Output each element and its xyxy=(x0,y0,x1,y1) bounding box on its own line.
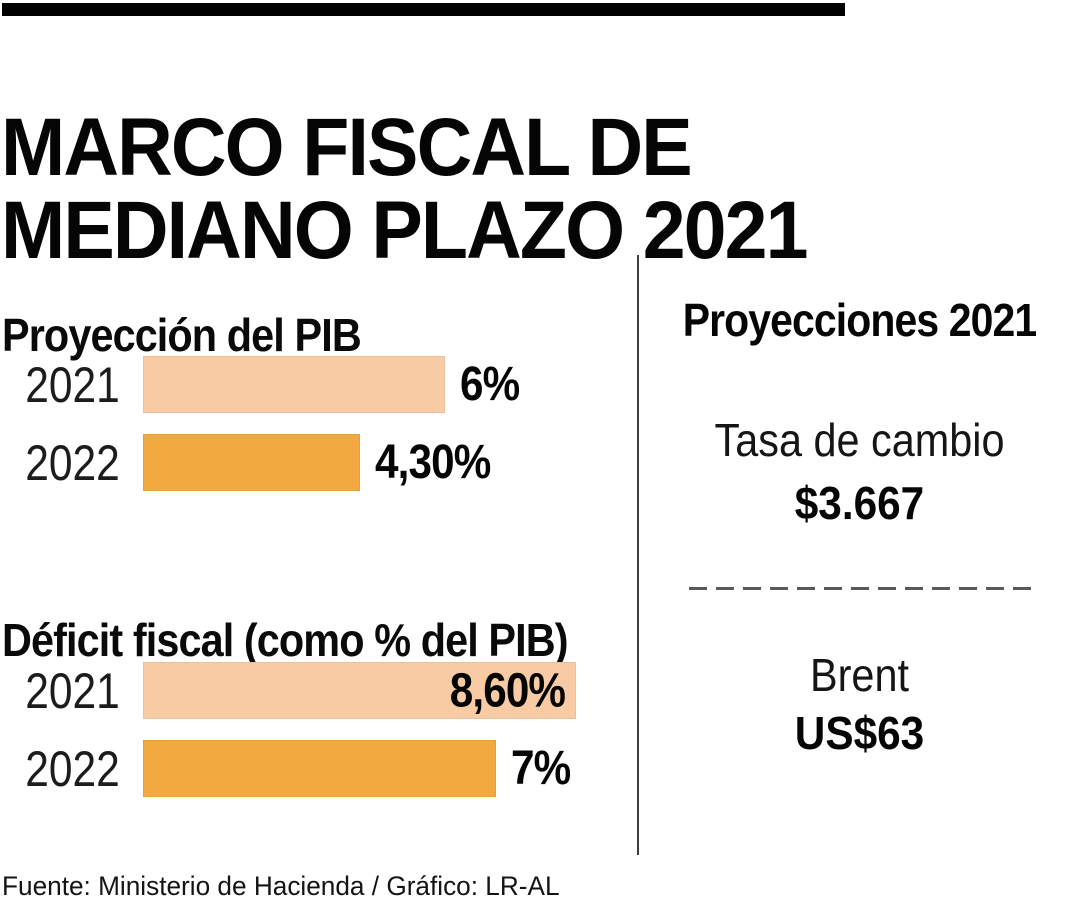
page-title-line1: MARCO FISCAL DE xyxy=(1,101,693,193)
side-item-brent-value: US$63 xyxy=(794,707,925,759)
chart1-bar-2021 xyxy=(143,356,445,413)
chart2-value-2021: 8,60% xyxy=(449,664,566,717)
chart2-bar-2021: 8,60% xyxy=(143,662,576,719)
side-item-tasa-label: Tasa de cambio xyxy=(714,414,1005,466)
dashed-divider xyxy=(689,587,1039,590)
top-rule xyxy=(2,3,845,16)
chart1-value-2021: 6% xyxy=(460,358,520,411)
page-title-line2: MEDIANO PLAZO 2021 xyxy=(1,184,809,276)
chart1-year-label-2022: 2022 xyxy=(25,434,120,491)
chart2-bar-2022 xyxy=(143,740,496,797)
side-panel: Proyecciones 2021 Tasa de cambio $3.667 … xyxy=(637,255,1080,855)
page-title: MARCO FISCAL DE MEDIANO PLAZO 2021 xyxy=(1,106,809,272)
chart2-row-2022: 2022 7% xyxy=(2,740,578,797)
side-item-tasa-value: $3.667 xyxy=(794,477,925,529)
chart2-row-2021: 2021 8,60% xyxy=(2,662,576,719)
chart2-title: Déficit fiscal (como % del PIB) xyxy=(2,614,569,667)
chart1-title: Proyección del PIB xyxy=(2,309,362,362)
side-panel-title: Proyecciones 2021 xyxy=(682,294,1037,346)
chart1-bar-2022 xyxy=(143,434,360,491)
chart1-year-label-2021: 2021 xyxy=(25,356,120,413)
chart1-value-2022: 4,30% xyxy=(375,436,491,489)
chart2-year-label-2021: 2021 xyxy=(25,662,120,719)
source-credit: Fuente: Ministerio de Hacienda / Gráfico… xyxy=(2,871,560,900)
chart1-row-2022: 2022 4,30% xyxy=(2,434,506,491)
chart2-year-label-2022: 2022 xyxy=(25,740,120,797)
chart2-value-2022: 7% xyxy=(511,742,571,795)
side-item-brent-label: Brent xyxy=(810,649,909,701)
chart1-row-2021: 2021 6% xyxy=(2,356,527,413)
